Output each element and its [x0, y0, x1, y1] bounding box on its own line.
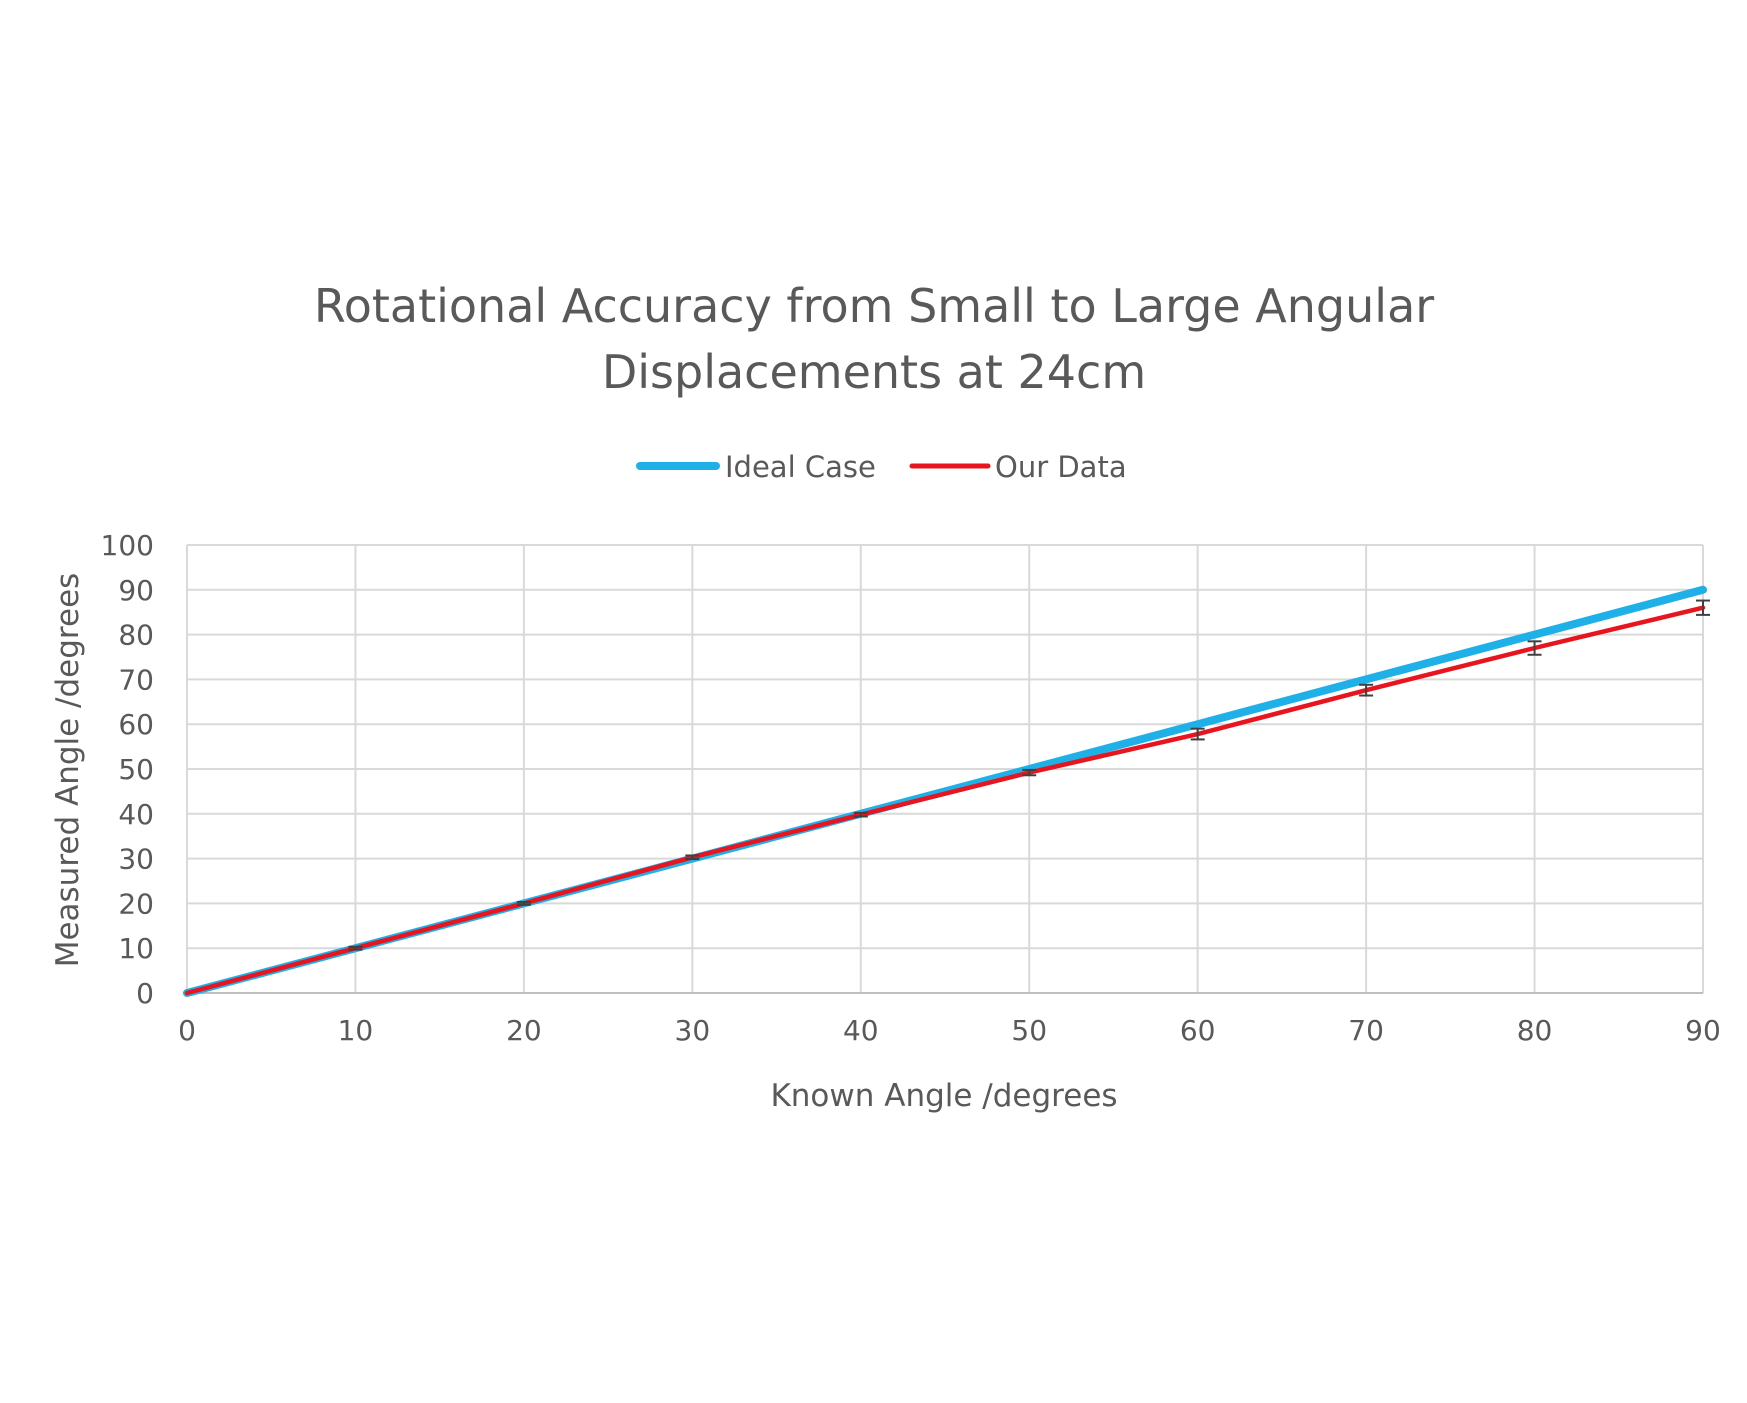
chart-title-line-1: Rotational Accuracy from Small to Large … [314, 279, 1434, 333]
legend-label-ideal-case: Ideal Case [725, 450, 876, 484]
series-line-our-data [184, 605, 1706, 996]
error-bars [348, 599, 1710, 951]
y-tick-label: 70 [118, 663, 154, 696]
error-bar [1696, 599, 1710, 616]
y-tick-label: 30 [118, 843, 154, 876]
chart-title: Rotational Accuracy from Small to Large … [314, 279, 1434, 399]
y-tick-label: 80 [118, 619, 154, 652]
error-bar [1190, 727, 1205, 741]
x-tick-label: 40 [843, 1014, 879, 1047]
error-bar [1022, 768, 1037, 777]
error-bar [1359, 683, 1374, 697]
error-bar [516, 901, 531, 906]
error-bar [1527, 640, 1542, 656]
y-tick-label: 40 [118, 798, 154, 831]
y-tick-label: 90 [118, 574, 154, 607]
y-tick-label: 60 [118, 708, 154, 741]
error-bar [685, 854, 700, 861]
x-axis-title: Known Angle /degrees [770, 1078, 1117, 1114]
y-axis-tick-labels: 0 10 20 30 40 50 60 70 80 90 100 [101, 529, 154, 1010]
y-axis-title: Measured Angle /degrees [50, 573, 86, 968]
y-tick-label: 100 [101, 529, 154, 562]
error-bar [853, 811, 868, 818]
series-lines [183, 585, 1707, 997]
legend-item-ideal-case: Ideal Case [636, 450, 876, 484]
x-tick-label: 50 [1011, 1014, 1047, 1047]
error-bar [348, 945, 363, 951]
y-tick-label: 50 [118, 753, 154, 786]
y-tick-label: 10 [118, 932, 154, 965]
legend: Ideal Case Our Data [636, 450, 1127, 484]
x-tick-label: 60 [1180, 1014, 1216, 1047]
legend-label-our-data: Our Data [995, 450, 1127, 484]
x-tick-label: 70 [1348, 1014, 1384, 1047]
x-tick-label: 80 [1517, 1014, 1553, 1047]
y-tick-label: 0 [136, 977, 154, 1010]
x-tick-label: 20 [506, 1014, 542, 1047]
x-axis-tick-labels: 0 10 20 30 40 50 60 70 80 90 [178, 1014, 1721, 1047]
chart-title-line-2: Displacements at 24cm [602, 345, 1146, 399]
legend-item-our-data: Our Data [909, 450, 1127, 484]
x-tick-label: 90 [1685, 1014, 1721, 1047]
x-tick-label: 30 [675, 1014, 711, 1047]
y-tick-label: 20 [118, 887, 154, 920]
grid [186, 544, 1704, 994]
x-tick-label: 10 [338, 1014, 374, 1047]
x-tick-label: 0 [178, 1014, 196, 1047]
